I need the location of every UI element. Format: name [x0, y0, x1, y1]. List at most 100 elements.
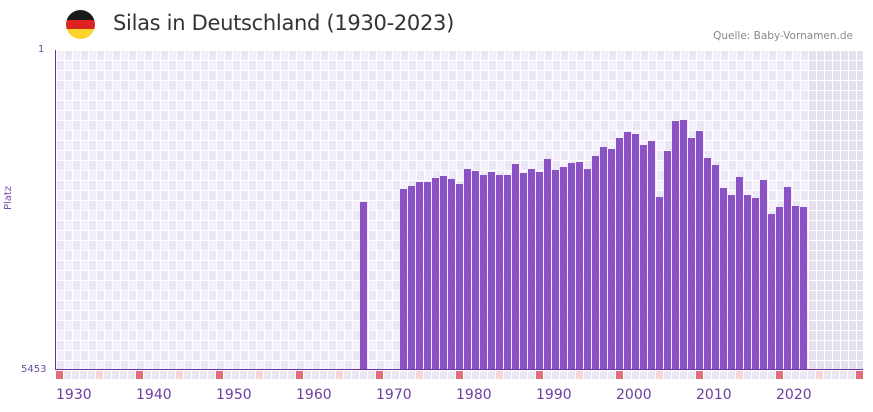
bar-1992[interactable]	[552, 169, 559, 370]
year-marker	[232, 371, 239, 379]
bar-1982[interactable]	[472, 170, 479, 370]
x-tick-label: 1970	[376, 387, 412, 403]
year-marker	[720, 371, 727, 379]
year-marker	[256, 371, 263, 379]
bar-2014[interactable]	[728, 194, 735, 370]
bar-1997[interactable]	[592, 156, 599, 370]
x-axis-line	[55, 369, 863, 370]
year-marker	[672, 371, 679, 379]
year-marker	[384, 371, 391, 379]
bar-1996[interactable]	[584, 169, 591, 370]
x-tick-label: 1950	[216, 387, 252, 403]
y-axis-line	[55, 50, 56, 370]
bar-1979[interactable]	[448, 179, 455, 370]
bar-2021[interactable]	[784, 186, 791, 370]
year-marker	[264, 371, 271, 379]
year-marker	[584, 371, 591, 379]
y-bottom-label: 5453	[21, 364, 47, 375]
bar-1998[interactable]	[600, 146, 607, 370]
year-marker	[472, 371, 479, 379]
chart-title: Silas in Deutschland (1930-2023)	[113, 11, 455, 35]
bar-2007[interactable]	[672, 120, 679, 370]
year-marker	[656, 371, 663, 379]
bar-1986[interactable]	[504, 174, 511, 370]
year-marker	[288, 371, 295, 379]
bar-2016[interactable]	[744, 194, 751, 370]
year-marker	[824, 371, 831, 379]
bar-1975[interactable]	[416, 182, 423, 370]
bar-1989[interactable]	[528, 169, 535, 370]
year-marker	[752, 371, 759, 379]
bar-2019[interactable]	[768, 214, 775, 370]
year-marker	[144, 371, 151, 379]
bar-2003[interactable]	[640, 145, 647, 370]
bar-1976[interactable]	[424, 182, 431, 370]
bar-1985[interactable]	[496, 174, 503, 370]
year-marker	[848, 371, 855, 379]
bar-1981[interactable]	[464, 169, 471, 370]
bar-2004[interactable]	[648, 140, 655, 370]
bar-2002[interactable]	[632, 133, 639, 370]
year-marker	[328, 371, 335, 379]
year-marker	[736, 371, 743, 379]
bar-1977[interactable]	[432, 177, 439, 370]
bar-2011[interactable]	[704, 157, 711, 370]
year-marker	[576, 371, 583, 379]
year-marker	[184, 371, 191, 379]
bar-1993[interactable]	[560, 166, 567, 370]
bar-2005[interactable]	[656, 196, 663, 370]
bar-2008[interactable]	[680, 119, 687, 370]
bar-2018[interactable]	[760, 180, 767, 370]
year-marker	[600, 371, 607, 379]
year-marker	[432, 371, 439, 379]
bar-2006[interactable]	[664, 150, 671, 370]
year-marker	[360, 371, 367, 379]
y-axis-title: Platz	[3, 185, 14, 210]
year-marker	[536, 371, 543, 379]
bar-2015[interactable]	[736, 176, 743, 370]
flag-stripe-black	[66, 10, 95, 20]
bar-2001[interactable]	[624, 132, 631, 370]
bar-1988[interactable]	[520, 173, 527, 370]
bar-1980[interactable]	[456, 184, 463, 370]
year-marker	[552, 371, 559, 379]
bar-2010[interactable]	[696, 130, 703, 370]
bar-1994[interactable]	[568, 162, 575, 370]
bar-1974[interactable]	[408, 186, 415, 370]
bar-2009[interactable]	[688, 137, 695, 370]
year-marker	[448, 371, 455, 379]
year-marker	[416, 371, 423, 379]
year-marker	[816, 371, 823, 379]
year-marker	[776, 371, 783, 379]
bar-2017[interactable]	[752, 197, 759, 370]
bar-1973[interactable]	[400, 189, 407, 370]
year-marker	[696, 371, 703, 379]
bar-2020[interactable]	[776, 207, 783, 370]
x-tick-label: 2010	[696, 387, 732, 403]
x-tick-label: 1990	[536, 387, 572, 403]
year-marker	[168, 371, 175, 379]
bar-2022[interactable]	[792, 206, 799, 370]
bar-1999[interactable]	[608, 149, 615, 370]
year-marker	[72, 371, 79, 379]
bar-1978[interactable]	[440, 176, 447, 370]
bar-1987[interactable]	[512, 163, 519, 370]
year-marker	[784, 371, 791, 379]
year-marker	[616, 371, 623, 379]
bar-2000[interactable]	[616, 137, 623, 370]
bar-1991[interactable]	[544, 159, 551, 370]
bar-1984[interactable]	[488, 172, 495, 370]
bar-1990[interactable]	[536, 172, 543, 370]
bar-2013[interactable]	[720, 187, 727, 370]
bar-2012[interactable]	[712, 164, 719, 370]
year-marker	[112, 371, 119, 379]
bar-1968[interactable]	[360, 201, 367, 370]
year-marker	[760, 371, 767, 379]
year-marker	[192, 371, 199, 379]
year-marker	[368, 371, 375, 379]
year-marker	[456, 371, 463, 379]
year-marker	[240, 371, 247, 379]
bar-1983[interactable]	[480, 174, 487, 370]
bar-1995[interactable]	[576, 162, 583, 370]
bar-2023[interactable]	[800, 207, 807, 370]
